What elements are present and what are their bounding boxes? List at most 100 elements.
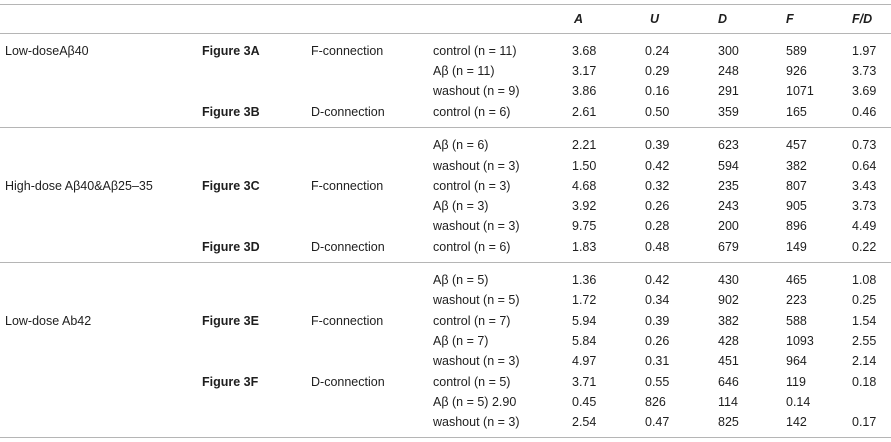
value-cell-U: 0.50 bbox=[645, 105, 670, 119]
value-cell-A: 4.97 bbox=[572, 354, 597, 368]
value-cell-U: 0.28 bbox=[645, 219, 670, 233]
value-cell-U: 0.42 bbox=[645, 273, 670, 287]
value-cell-F: 457 bbox=[786, 138, 807, 152]
header-U: U bbox=[650, 12, 660, 26]
rule-group-2 bbox=[0, 262, 891, 263]
figure-label: Figure 3F bbox=[202, 375, 259, 389]
value-cell-A: 3.68 bbox=[572, 44, 597, 58]
value-cell-F: 905 bbox=[786, 199, 807, 213]
value-cell-FD: 3.43 bbox=[852, 179, 877, 193]
value-cell-FD: 2.14 bbox=[852, 354, 877, 368]
condition-cell: washout (n = 3) bbox=[433, 219, 520, 233]
value-cell-D: 114 bbox=[718, 395, 738, 409]
value-cell-D: 430 bbox=[718, 273, 739, 287]
condition-cell: Aβ (n = 7) bbox=[433, 334, 489, 348]
group-label: High-dose Aβ40&Aβ25–35 bbox=[5, 179, 153, 193]
value-cell-A: 2.61 bbox=[572, 105, 597, 119]
value-cell-D: 235 bbox=[718, 179, 739, 193]
value-cell-F: 223 bbox=[786, 293, 807, 307]
value-cell-FD: 0.64 bbox=[852, 159, 877, 173]
value-cell-D: 428 bbox=[718, 334, 739, 348]
value-cell-F: 896 bbox=[786, 219, 807, 233]
value-cell-FD: 4.49 bbox=[852, 219, 877, 233]
value-cell-D: 902 bbox=[718, 293, 739, 307]
value-cell-U: 0.26 bbox=[645, 334, 670, 348]
value-cell-F: 382 bbox=[786, 159, 807, 173]
condition-cell: Aβ (n = 11) bbox=[433, 64, 495, 78]
value-cell-D: 248 bbox=[718, 64, 739, 78]
value-cell-A: 0.45 bbox=[572, 395, 597, 409]
value-cell-A: 3.17 bbox=[572, 64, 597, 78]
value-cell-FD: 0.73 bbox=[852, 138, 877, 152]
value-cell-U: 0.47 bbox=[645, 415, 670, 429]
connection-label: D-connection bbox=[311, 240, 385, 254]
value-cell-FD: 3.73 bbox=[852, 199, 877, 213]
condition-cell: washout (n = 3) bbox=[433, 415, 520, 429]
value-cell-U: 826 bbox=[645, 395, 666, 409]
value-cell-FD: 3.73 bbox=[852, 64, 877, 78]
value-cell-F: 588 bbox=[786, 314, 807, 328]
value-cell-FD: 0.22 bbox=[852, 240, 877, 254]
value-cell-FD: 2.55 bbox=[852, 334, 877, 348]
figure-label: Figure 3C bbox=[202, 179, 260, 193]
value-cell-A: 9.75 bbox=[572, 219, 597, 233]
value-cell-F: 0.14 bbox=[786, 395, 811, 409]
value-cell-F: 465 bbox=[786, 273, 807, 287]
condition-cell: control (n = 6) bbox=[433, 240, 511, 254]
figure-label: Figure 3E bbox=[202, 314, 259, 328]
rule-group-1 bbox=[0, 127, 891, 128]
condition-cell: control (n = 6) bbox=[433, 105, 511, 119]
value-cell-D: 200 bbox=[718, 219, 739, 233]
value-cell-U: 0.26 bbox=[645, 199, 670, 213]
value-cell-U: 0.39 bbox=[645, 314, 670, 328]
rule-bottom bbox=[0, 437, 891, 438]
header-F: F bbox=[786, 12, 794, 26]
header-D: D bbox=[718, 12, 728, 26]
condition-cell: control (n = 3) bbox=[433, 179, 511, 193]
figure-label: Figure 3D bbox=[202, 240, 260, 254]
value-cell-U: 0.48 bbox=[645, 240, 670, 254]
value-cell-F: 119 bbox=[786, 375, 806, 389]
value-cell-U: 0.32 bbox=[645, 179, 670, 193]
value-cell-D: 825 bbox=[718, 415, 739, 429]
figure-label: Figure 3B bbox=[202, 105, 260, 119]
group-label: Low-doseAβ40 bbox=[5, 44, 89, 58]
value-cell-A: 3.86 bbox=[572, 84, 597, 98]
figure-label: Figure 3A bbox=[202, 44, 260, 58]
value-cell-D: 679 bbox=[718, 240, 739, 254]
condition-cell: control (n = 5) bbox=[433, 375, 511, 389]
value-cell-FD: 0.46 bbox=[852, 105, 877, 119]
value-cell-U: 0.55 bbox=[645, 375, 670, 389]
value-cell-F: 589 bbox=[786, 44, 807, 58]
condition-cell: Aβ (n = 6) bbox=[433, 138, 489, 152]
condition-cell: washout (n = 3) bbox=[433, 354, 520, 368]
value-cell-D: 382 bbox=[718, 314, 739, 328]
condition-cell: Aβ (n = 5) 2.90 bbox=[433, 395, 517, 409]
rule-header bbox=[0, 33, 891, 34]
value-cell-FD: 0.18 bbox=[852, 375, 877, 389]
value-cell-U: 0.31 bbox=[645, 354, 670, 368]
value-cell-D: 300 bbox=[718, 44, 739, 58]
value-cell-D: 243 bbox=[718, 199, 739, 213]
condition-cell: washout (n = 3) bbox=[433, 159, 520, 173]
header-FD: F/D bbox=[852, 12, 873, 26]
condition-cell: Aβ (n = 5) bbox=[433, 273, 489, 287]
value-cell-U: 0.16 bbox=[645, 84, 670, 98]
value-cell-D: 646 bbox=[718, 375, 739, 389]
connection-label: F-connection bbox=[311, 44, 384, 58]
connection-label: D-connection bbox=[311, 375, 385, 389]
value-cell-A: 4.68 bbox=[572, 179, 597, 193]
value-cell-D: 291 bbox=[718, 84, 739, 98]
value-cell-FD: 1.97 bbox=[852, 44, 877, 58]
value-cell-F: 807 bbox=[786, 179, 807, 193]
value-cell-U: 0.29 bbox=[645, 64, 670, 78]
value-cell-A: 2.54 bbox=[572, 415, 597, 429]
connection-label: F-connection bbox=[311, 314, 384, 328]
value-cell-D: 594 bbox=[718, 159, 739, 173]
value-cell-FD: 1.54 bbox=[852, 314, 877, 328]
condition-cell: washout (n = 5) bbox=[433, 293, 520, 307]
value-cell-D: 623 bbox=[718, 138, 739, 152]
value-cell-F: 149 bbox=[786, 240, 807, 254]
value-cell-A: 2.21 bbox=[572, 138, 597, 152]
value-cell-U: 0.24 bbox=[645, 44, 670, 58]
